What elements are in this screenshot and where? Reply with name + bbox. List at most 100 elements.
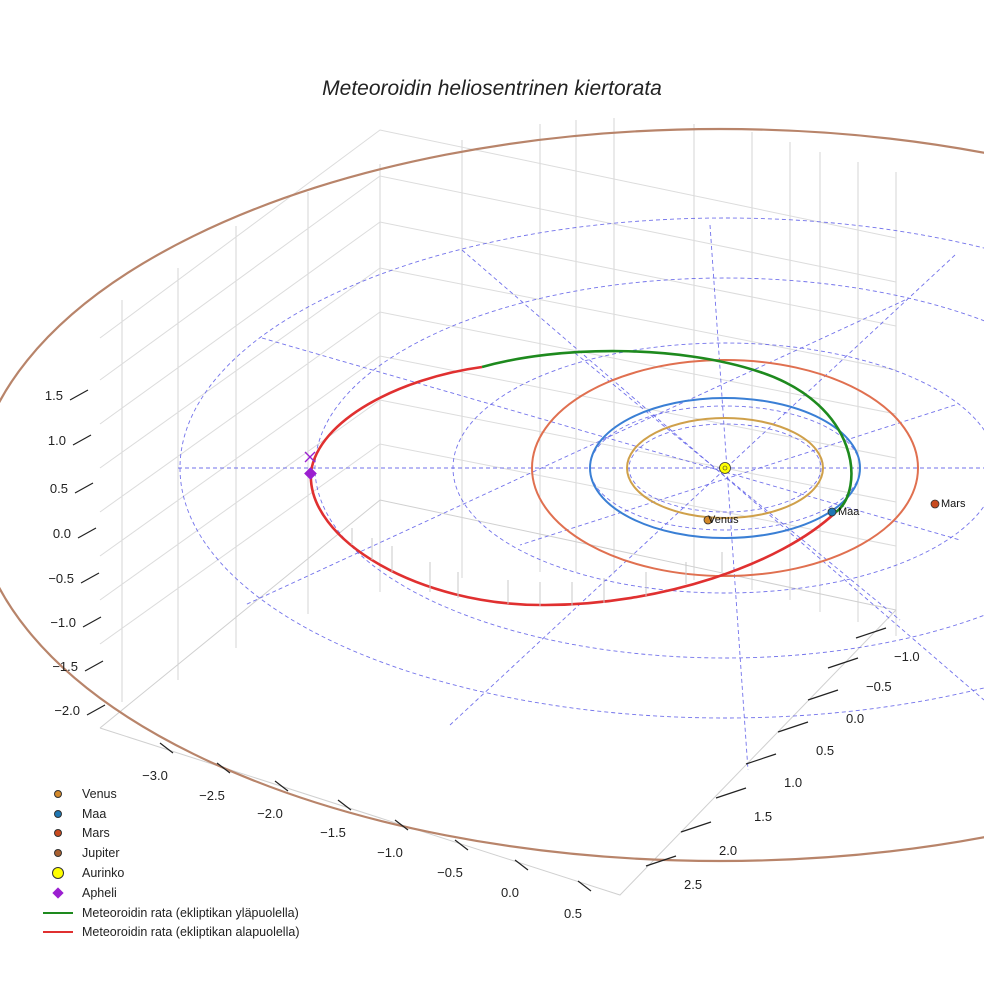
meteoroid-orbit (309, 349, 853, 607)
z-tick-mark (80, 572, 100, 584)
planet-marker-venus (703, 515, 713, 525)
z-tick-label: 1.5 (45, 388, 63, 403)
legend-symbol (40, 787, 76, 801)
x-tick-mark (394, 819, 409, 831)
legend-label: Maa (82, 806, 107, 821)
planet-marker-maa (827, 507, 837, 517)
legend-label: Jupiter (82, 846, 120, 861)
x-tick-mark (454, 839, 469, 851)
legend-item: Jupiter (40, 843, 299, 863)
polar-grid-spoke (449, 254, 956, 726)
sun-center (722, 465, 728, 471)
legend-item: Aurinko (40, 863, 299, 883)
aphelion-projection-marker (304, 451, 316, 463)
legend-label: Aurinko (82, 866, 125, 881)
x-tick-label: −3.0 (142, 768, 168, 783)
z-tick-mark (84, 660, 104, 672)
legend-label: Meteoroidin rata (ekliptikan alapuolella… (82, 925, 300, 940)
x-tick-mark (514, 859, 529, 871)
y-tick-mark (745, 753, 777, 765)
polar-grid-spoke (261, 337, 961, 541)
legend-symbol (40, 925, 76, 939)
box-grid-line (99, 311, 897, 513)
box-floor-edge (99, 499, 897, 729)
x-tick-label: −1.0 (377, 845, 403, 860)
legend-item: Apheli (40, 883, 299, 903)
legend-symbol (40, 886, 76, 900)
y-tick-mark (680, 821, 712, 833)
y-tick-mark (807, 689, 839, 701)
aphelion-marker (304, 467, 317, 480)
x-tick-mark (577, 880, 592, 892)
legend-symbol (40, 846, 76, 860)
box-grid-line (99, 267, 897, 469)
z-tick-label: −1.5 (52, 659, 78, 674)
y-tick-mark (715, 787, 747, 799)
box-grid-line (99, 399, 897, 601)
y-tick-label: 0.0 (846, 711, 864, 726)
y-tick-mark (645, 855, 677, 867)
planet-label-maa: Maa (838, 506, 860, 518)
legend-item: Venus (40, 784, 299, 804)
legend-symbol (40, 826, 76, 840)
legend-symbol (40, 807, 76, 821)
body-markers: Venus Maa Mars (304, 451, 966, 526)
legend-item: Mars (40, 824, 299, 844)
z-tick-label: −2.0 (54, 703, 80, 718)
polar-grid-spoke (519, 404, 956, 546)
y-tick-label: 2.5 (684, 877, 702, 892)
z-tick-mark (74, 482, 94, 494)
z-tick-label: 1.0 (48, 433, 66, 448)
z-tick-mark (77, 527, 97, 539)
legend-item: Maa (40, 804, 299, 824)
box-grid-line (99, 129, 897, 339)
x-tick-label: 0.5 (564, 906, 582, 921)
x-tick-label: −0.5 (437, 865, 463, 880)
box-grid-line (99, 175, 897, 381)
meteoroid-orbit-above (481, 349, 853, 514)
z-tick-mark (82, 616, 102, 628)
y-tick-label: −0.5 (866, 679, 892, 694)
y-tick-label: −1.0 (894, 649, 920, 664)
y-tick-label: 1.5 (754, 809, 772, 824)
axis-box-grid (99, 118, 897, 896)
z-tick-mark (72, 434, 92, 446)
legend-label: Venus (82, 786, 117, 801)
x-tick-label: 0.0 (501, 885, 519, 900)
z-tick-label: −1.0 (50, 615, 76, 630)
polar-grid-spoke (244, 299, 906, 606)
x-tick-mark (274, 780, 289, 792)
z-tick-label: −0.5 (48, 571, 74, 586)
orbit-mars (531, 359, 919, 577)
sun-marker (719, 462, 731, 474)
polar-grid-spoke (574, 352, 901, 621)
planet-label-venus: Venus (708, 514, 739, 526)
box-grid-line (99, 443, 897, 645)
z-tick-mark (69, 389, 89, 401)
y-tick-label: 2.0 (719, 843, 737, 858)
legend-item: Meteoroidin rata (ekliptikan alapuolella… (40, 923, 299, 943)
planet-label-mars: Mars (941, 498, 966, 510)
legend-symbol (40, 866, 76, 880)
legend-label: Mars (82, 826, 110, 841)
z-tick-mark (86, 704, 106, 716)
axis-ticks: 1.51.00.50.0−0.5−1.0−1.5−2.0−3.0−2.5−2.0… (45, 388, 920, 921)
y-tick-mark (827, 657, 859, 669)
x-tick-mark (159, 742, 174, 754)
orbit-venus (626, 417, 824, 519)
y-tick-label: 1.0 (784, 775, 802, 790)
planet-marker-mars (930, 499, 940, 509)
y-tick-mark (855, 627, 887, 639)
x-tick-mark (216, 762, 231, 774)
meteoroid-orbit-below (309, 365, 837, 607)
orbit-maa (589, 397, 861, 539)
x-tick-label: −2.5 (199, 788, 225, 803)
chart-title: Meteoroidin heliosentrinen kiertorata (322, 77, 662, 100)
z-tick-label: 0.0 (53, 526, 71, 541)
chart-legend: Venus Maa Mars Jupiter Aurinko Apheli Meteoroi… (40, 784, 299, 942)
x-tick-label: −1.5 (320, 825, 346, 840)
x-tick-mark (337, 799, 352, 811)
legend-label: Apheli (82, 885, 117, 900)
legend-symbol (40, 906, 76, 920)
